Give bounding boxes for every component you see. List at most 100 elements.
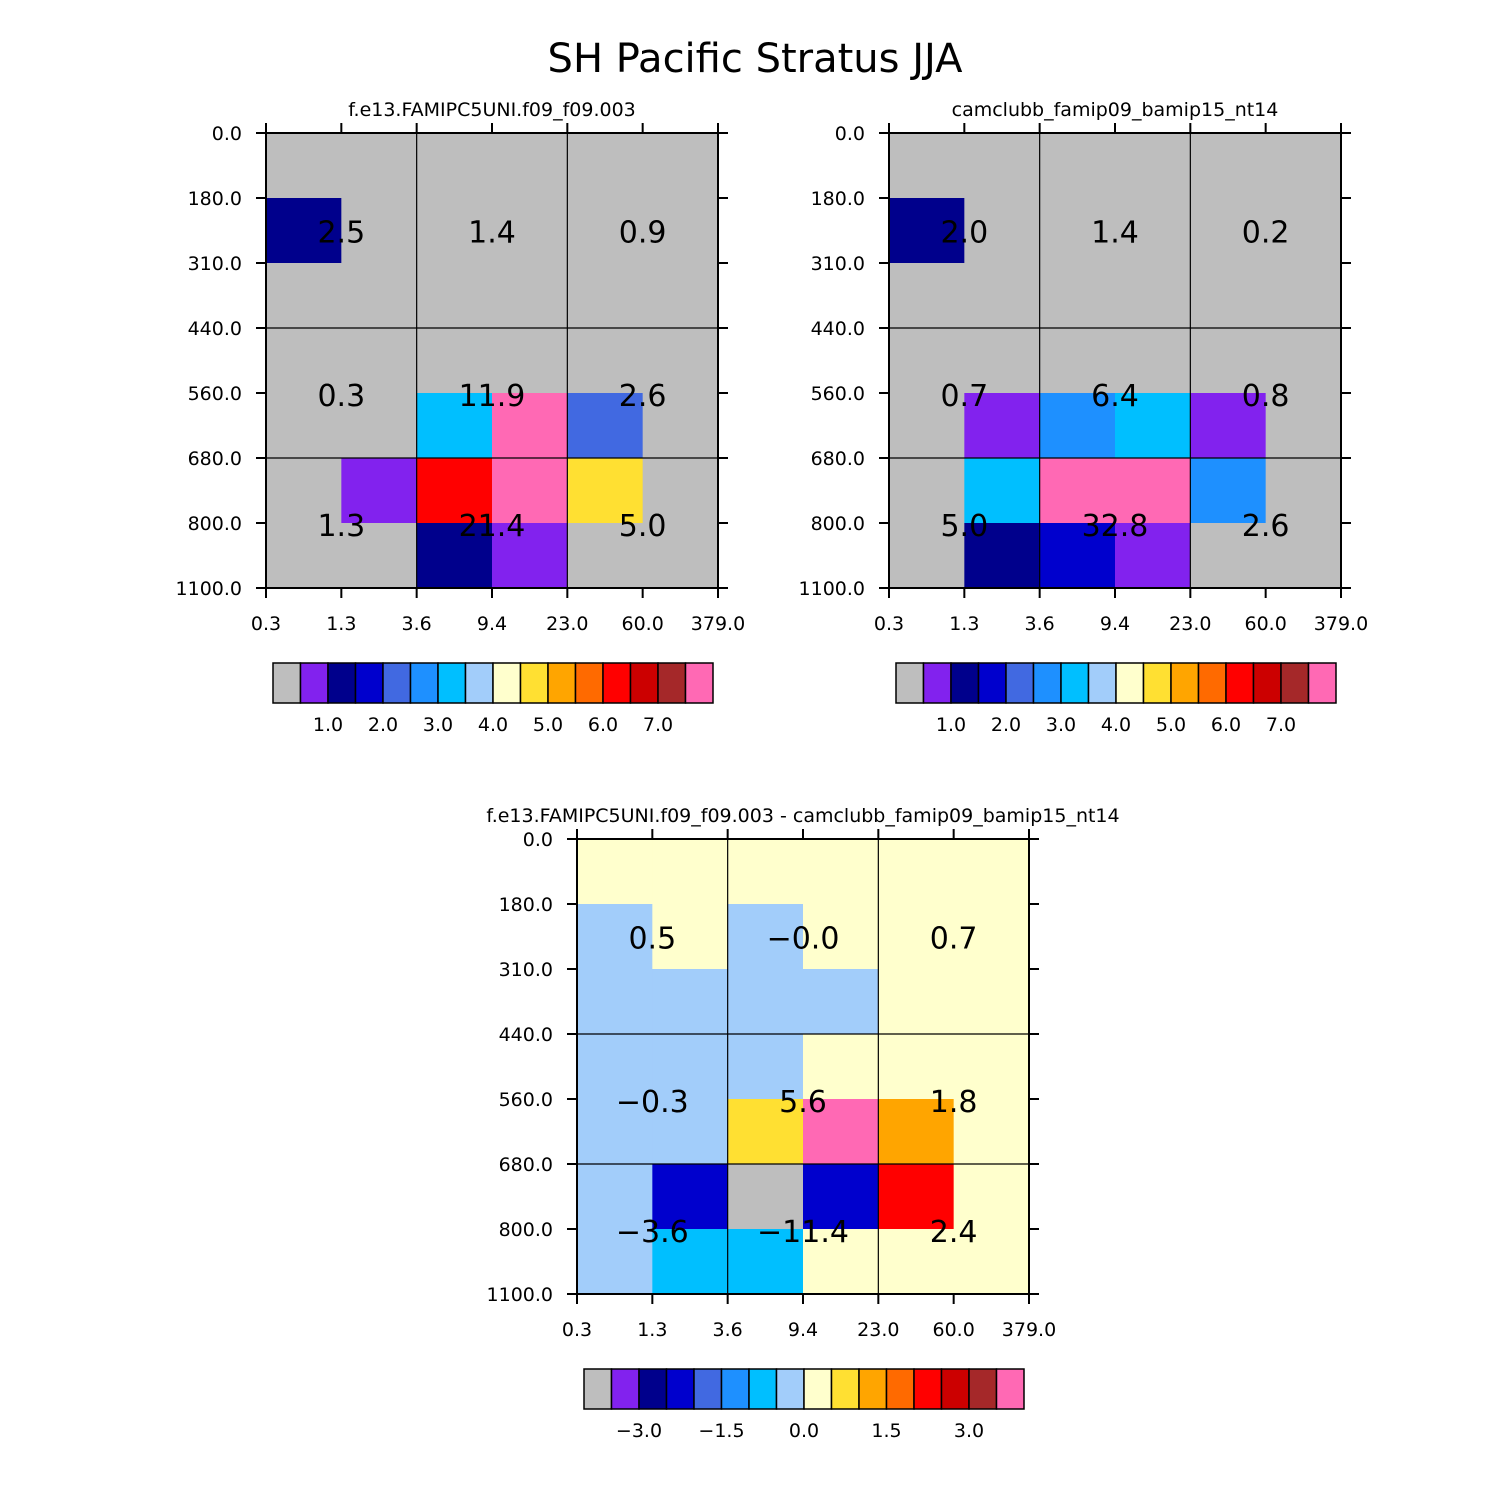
y-tick-label: 1100.0 [487, 1284, 553, 1306]
heatmap-cell [577, 839, 653, 905]
colorbar-label: 1.0 [313, 714, 343, 736]
y-tick-label: 1100.0 [176, 578, 242, 600]
colorbar-box [657, 662, 687, 704]
heatmap-cell [1190, 263, 1267, 329]
heatmap-cell [878, 1099, 955, 1165]
colorbar-box [574, 662, 604, 704]
heatmap-cell [1115, 393, 1191, 459]
heatmap-cell [341, 393, 418, 459]
heatmap-cell [889, 458, 965, 524]
heatmap-cell [567, 523, 644, 589]
heatmap-cell [652, 839, 729, 905]
x-tick-label: 60.0 [1245, 613, 1287, 635]
heatmap-cell [964, 523, 1041, 589]
x-tick-label: 379.0 [1314, 613, 1368, 635]
y-tick-label: 560.0 [499, 1089, 553, 1111]
x-tick-label: 23.0 [857, 1319, 899, 1341]
heatmap-cell [964, 198, 1041, 264]
heatmap-cell [1190, 198, 1267, 264]
heatmap-cell [266, 198, 342, 264]
heatmap-cell [803, 839, 879, 905]
heatmap-cell [577, 1034, 653, 1100]
block-value-label: 32.8 [1082, 509, 1149, 544]
colorbar-box [1060, 662, 1090, 704]
x-tick-label: 60.0 [933, 1319, 975, 1341]
colorbar-label: 6.0 [588, 714, 618, 736]
heatmap-cell [652, 1099, 729, 1165]
colorbar-box [272, 662, 302, 704]
heatmap-cell [642, 393, 719, 459]
heatmap-cell [889, 133, 965, 199]
heatmap-cell [964, 393, 1041, 459]
heatmap-cell [416, 328, 493, 394]
heatmap-cell [416, 263, 493, 329]
heatmap-cell [567, 198, 644, 264]
heatmap-cell [878, 839, 955, 905]
heatmap-cell [1190, 458, 1267, 524]
x-tick-label: 0.3 [874, 613, 904, 635]
heatmap-cell [567, 133, 644, 199]
colorbar-box [995, 1368, 1025, 1410]
heatmap-cell [953, 1229, 1030, 1295]
block-value-label: −0.3 [616, 1085, 689, 1120]
heatmap-cell [964, 328, 1041, 394]
heatmap-cell [1039, 263, 1116, 329]
heatmap-cell [1265, 458, 1342, 524]
block-value-label: −0.0 [767, 922, 840, 957]
heatmap-cell [727, 904, 804, 970]
y-tick-label: 680.0 [499, 1154, 553, 1176]
heatmap-cell [1039, 523, 1116, 589]
colorbar-box [299, 662, 329, 704]
heatmap-cell [1039, 133, 1116, 199]
block-value-label: −11.4 [757, 1215, 849, 1250]
y-tick-label: 180.0 [811, 188, 865, 210]
heatmap-cell [953, 1034, 1030, 1100]
x-tick-label: 1.3 [949, 613, 979, 635]
colorbar-box [895, 662, 925, 704]
heatmap-cell [953, 1099, 1030, 1165]
colorbar-box [629, 662, 659, 704]
y-tick-label: 1100.0 [799, 578, 865, 600]
colorbar-box [327, 662, 357, 704]
heatmap-cell [727, 1229, 804, 1295]
colorbar-label: 1.5 [871, 1420, 901, 1442]
colorbar-box [547, 662, 577, 704]
y-tick-label: 310.0 [811, 253, 865, 275]
panel-title: f.e13.FAMIPC5UNI.f09_f09.003 [348, 99, 636, 121]
block-value-label: 11.9 [459, 379, 526, 414]
heatmap-cell [1115, 328, 1191, 394]
colorbar-box [720, 1368, 750, 1410]
block-value-label: 1.8 [930, 1085, 978, 1120]
block-value-label: 0.5 [628, 922, 676, 957]
x-tick-label: 9.4 [1100, 613, 1130, 635]
colorbar-box [950, 662, 980, 704]
heatmap-cell [878, 969, 955, 1035]
colorbar-box [1087, 662, 1117, 704]
heatmap-cell [1265, 328, 1342, 394]
heatmap-cell [416, 458, 493, 524]
block-value-label: 1.4 [468, 216, 516, 251]
heatmap-cell [953, 1164, 1030, 1230]
block-value-label: 0.7 [930, 922, 978, 957]
y-tick-label: 180.0 [499, 894, 553, 916]
colorbar-box [693, 1368, 723, 1410]
block-value-label: 2.6 [1242, 509, 1290, 544]
heatmap-cell [642, 198, 719, 264]
colorbar-box [610, 1368, 640, 1410]
heatmap-cell [1039, 198, 1116, 264]
y-tick-label: 0.0 [835, 123, 865, 145]
heatmap-cell [266, 458, 342, 524]
colorbar-label: −3.0 [616, 1420, 662, 1442]
colorbar-box [913, 1368, 943, 1410]
heatmap-cell [341, 523, 418, 589]
heatmap-cell [642, 523, 719, 589]
heatmap-cell [1190, 523, 1267, 589]
heatmap-cell [1115, 263, 1191, 329]
block-value-label: 0.3 [317, 379, 365, 414]
block-value-label: 2.6 [619, 379, 667, 414]
x-tick-label: 379.0 [691, 613, 745, 635]
colorbar-label: 2.0 [368, 714, 398, 736]
heatmap-cell [266, 263, 342, 329]
heatmap-cell [341, 458, 418, 524]
y-tick-label: 800.0 [499, 1219, 553, 1241]
